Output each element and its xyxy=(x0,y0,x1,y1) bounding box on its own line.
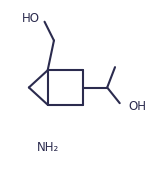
Text: HO: HO xyxy=(21,12,40,25)
Text: NH₂: NH₂ xyxy=(36,141,59,153)
Text: OH: OH xyxy=(128,100,146,113)
